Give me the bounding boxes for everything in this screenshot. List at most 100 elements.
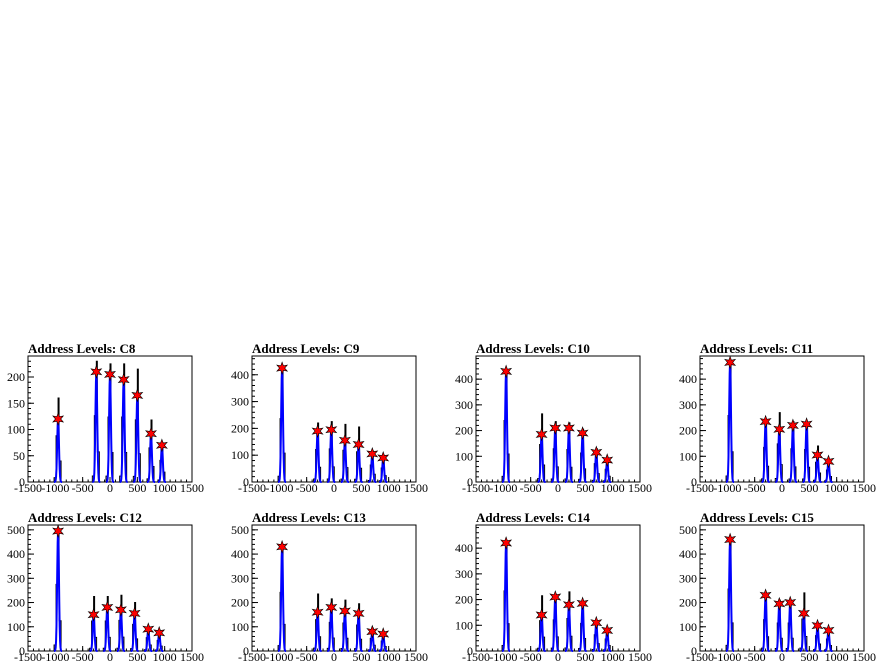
peak-marker xyxy=(325,422,338,437)
peak-marker xyxy=(338,433,351,448)
panel-title: Address Levels: C8 xyxy=(28,341,136,356)
y-tick-label: 400 xyxy=(679,547,697,561)
peak-marker xyxy=(759,588,772,603)
peak-marker xyxy=(590,615,603,630)
x-tick-label: -500 xyxy=(520,481,542,495)
panel-c9: Address Levels: C9 0 100 200 300 400 -1500 -100… xyxy=(231,341,428,495)
x-tick-label: 500 xyxy=(128,481,146,495)
panel-c8: Address Levels: C8 0 50 100 150 200 -1500 -1000… xyxy=(7,341,204,495)
peak-marker xyxy=(576,426,589,441)
peak-marker xyxy=(549,590,562,604)
y-tick-label: 400 xyxy=(455,541,473,555)
x-tick-label: 0 xyxy=(331,481,337,495)
y-tick-label: 0 xyxy=(243,475,249,489)
y-tick-label: 300 xyxy=(679,398,697,412)
peak-marker xyxy=(101,600,114,615)
y-tick-label: 300 xyxy=(455,567,473,581)
panel-c13: Address Levels: C13 0 100 200 300 400 500 -1500… xyxy=(231,510,428,664)
x-tick-label: 1500 xyxy=(180,481,204,495)
panel-title: Address Levels: C15 xyxy=(700,510,814,525)
peak-marker xyxy=(338,604,351,618)
x-tick-label: 1500 xyxy=(404,650,428,664)
x-tick-label: 0 xyxy=(555,650,561,664)
x-tick-label: -1000 xyxy=(265,481,293,495)
panel-c12: Address Levels: C12 0 100 200 300 400 500 -1500… xyxy=(7,510,204,664)
peak-marker xyxy=(276,361,289,376)
peak-marker xyxy=(724,532,737,547)
x-tick-label: 1500 xyxy=(404,481,428,495)
peak-marker xyxy=(52,412,65,426)
peak-marker xyxy=(103,367,117,382)
peak-marker xyxy=(352,437,365,452)
x-tick-label: -500 xyxy=(744,481,766,495)
peak-marker xyxy=(377,627,390,641)
peak-marker xyxy=(773,422,786,437)
x-tick-label: 0 xyxy=(107,481,113,495)
y-tick-label: 200 xyxy=(455,424,473,438)
panel-title: Address Levels: C13 xyxy=(252,510,366,525)
x-tick-label: 1500 xyxy=(628,650,652,664)
x-tick-label: 1000 xyxy=(377,650,401,664)
x-tick-label: -1500 xyxy=(238,481,266,495)
peak-marker xyxy=(786,418,799,433)
peak-marker xyxy=(590,445,603,460)
y-tick-label: 100 xyxy=(231,620,249,634)
y-tick-label: 400 xyxy=(679,372,697,386)
y-tick-label: 0 xyxy=(243,644,249,658)
y-tick-label: 300 xyxy=(455,398,473,412)
peak-marker xyxy=(117,372,130,387)
x-tick-label: 1500 xyxy=(852,650,876,664)
y-tick-label: 150 xyxy=(7,396,25,410)
peak-marker xyxy=(601,623,614,638)
y-tick-label: 500 xyxy=(231,523,249,537)
x-tick-label: -500 xyxy=(72,481,94,495)
y-tick-label: 100 xyxy=(455,618,473,632)
plot-frame xyxy=(699,355,865,483)
x-tick-label: 1000 xyxy=(153,650,177,664)
y-tick-label: 500 xyxy=(679,523,697,537)
x-tick-label: 500 xyxy=(800,650,818,664)
x-tick-label: 500 xyxy=(352,481,370,495)
y-tick-label: 200 xyxy=(679,596,697,610)
peak-marker xyxy=(784,595,797,610)
peak-marker xyxy=(535,427,548,442)
y-tick-label: 400 xyxy=(231,368,249,382)
y-tick-label: 300 xyxy=(231,395,249,409)
x-tick-label: -1000 xyxy=(489,650,517,664)
panel-title: Address Levels: C9 xyxy=(252,341,360,356)
x-tick-label: -1500 xyxy=(14,481,42,495)
y-tick-label: 400 xyxy=(231,547,249,561)
x-tick-label: 500 xyxy=(576,650,594,664)
y-tick-label: 100 xyxy=(679,620,697,634)
peak-marker xyxy=(797,606,810,621)
y-tick-label: 200 xyxy=(7,596,25,610)
y-tick-label: 200 xyxy=(231,421,249,435)
x-tick-label: 1500 xyxy=(628,481,652,495)
peak-marker xyxy=(276,539,289,554)
panel-c15: Address Levels: C15 0 100 200 300 400 500 -1500… xyxy=(679,510,876,664)
y-tick-label: 0 xyxy=(691,475,697,489)
y-tick-label: 500 xyxy=(7,523,25,537)
y-tick-label: 100 xyxy=(7,620,25,634)
x-tick-label: 0 xyxy=(107,650,113,664)
y-tick-label: 50 xyxy=(13,449,25,463)
peak-marker xyxy=(535,608,548,622)
plot-frame xyxy=(27,524,193,652)
x-tick-label: 500 xyxy=(128,650,146,664)
panel-c10: Address Levels: C10 0 100 200 300 400 -1500 -10… xyxy=(455,341,652,495)
peak-marker xyxy=(325,600,338,615)
peak-marker xyxy=(576,596,589,611)
peak-marker xyxy=(562,421,575,435)
y-tick-label: 200 xyxy=(231,596,249,610)
peak-marker xyxy=(822,623,835,638)
x-tick-label: -1500 xyxy=(686,481,714,495)
x-tick-label: 1000 xyxy=(825,650,849,664)
peak-marker xyxy=(52,524,65,539)
peak-marker xyxy=(352,606,365,621)
x-tick-label: 500 xyxy=(576,481,594,495)
x-tick-label: 500 xyxy=(800,481,818,495)
x-tick-label: -1500 xyxy=(238,650,266,664)
y-tick-label: 100 xyxy=(7,423,25,437)
plot-frame xyxy=(251,355,417,483)
